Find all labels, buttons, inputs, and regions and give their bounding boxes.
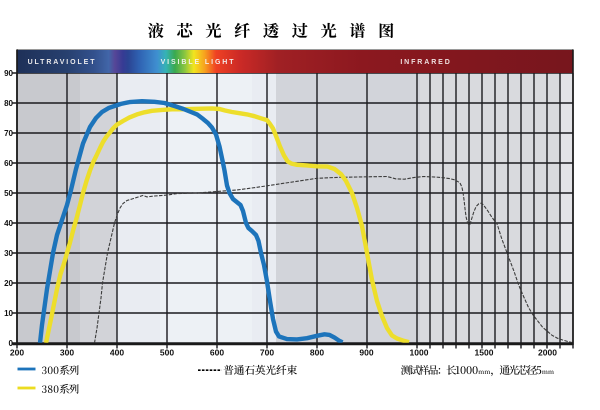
svg-text:500: 500 [160,348,174,358]
svg-text:600: 600 [210,348,224,358]
svg-text:ULTRAVIOLET: ULTRAVIOLET [28,59,97,66]
svg-text:800: 800 [310,348,324,358]
svg-text:40: 40 [4,219,13,228]
svg-text:70: 70 [4,129,13,138]
svg-text:400: 400 [110,348,124,358]
svg-text:1500: 1500 [475,348,494,358]
svg-text:80: 80 [4,99,13,108]
svg-text:300: 300 [60,348,74,358]
svg-text:60: 60 [4,159,13,168]
svg-text:10: 10 [4,309,13,318]
svg-text:VISIBLE LIGHT: VISIBLE LIGHT [161,59,236,66]
svg-text:1000: 1000 [410,348,429,358]
svg-text:0: 0 [9,339,14,348]
svg-text:2000: 2000 [538,348,557,358]
svg-text:30: 30 [4,249,13,258]
svg-text:200: 200 [10,348,24,358]
svg-text:20: 20 [4,279,13,288]
svg-text:900: 900 [359,348,373,358]
svg-text:90: 90 [4,69,13,78]
svg-text:700: 700 [260,348,274,358]
svg-text:INFRARED: INFRARED [400,59,451,66]
svg-text:50: 50 [4,189,13,198]
